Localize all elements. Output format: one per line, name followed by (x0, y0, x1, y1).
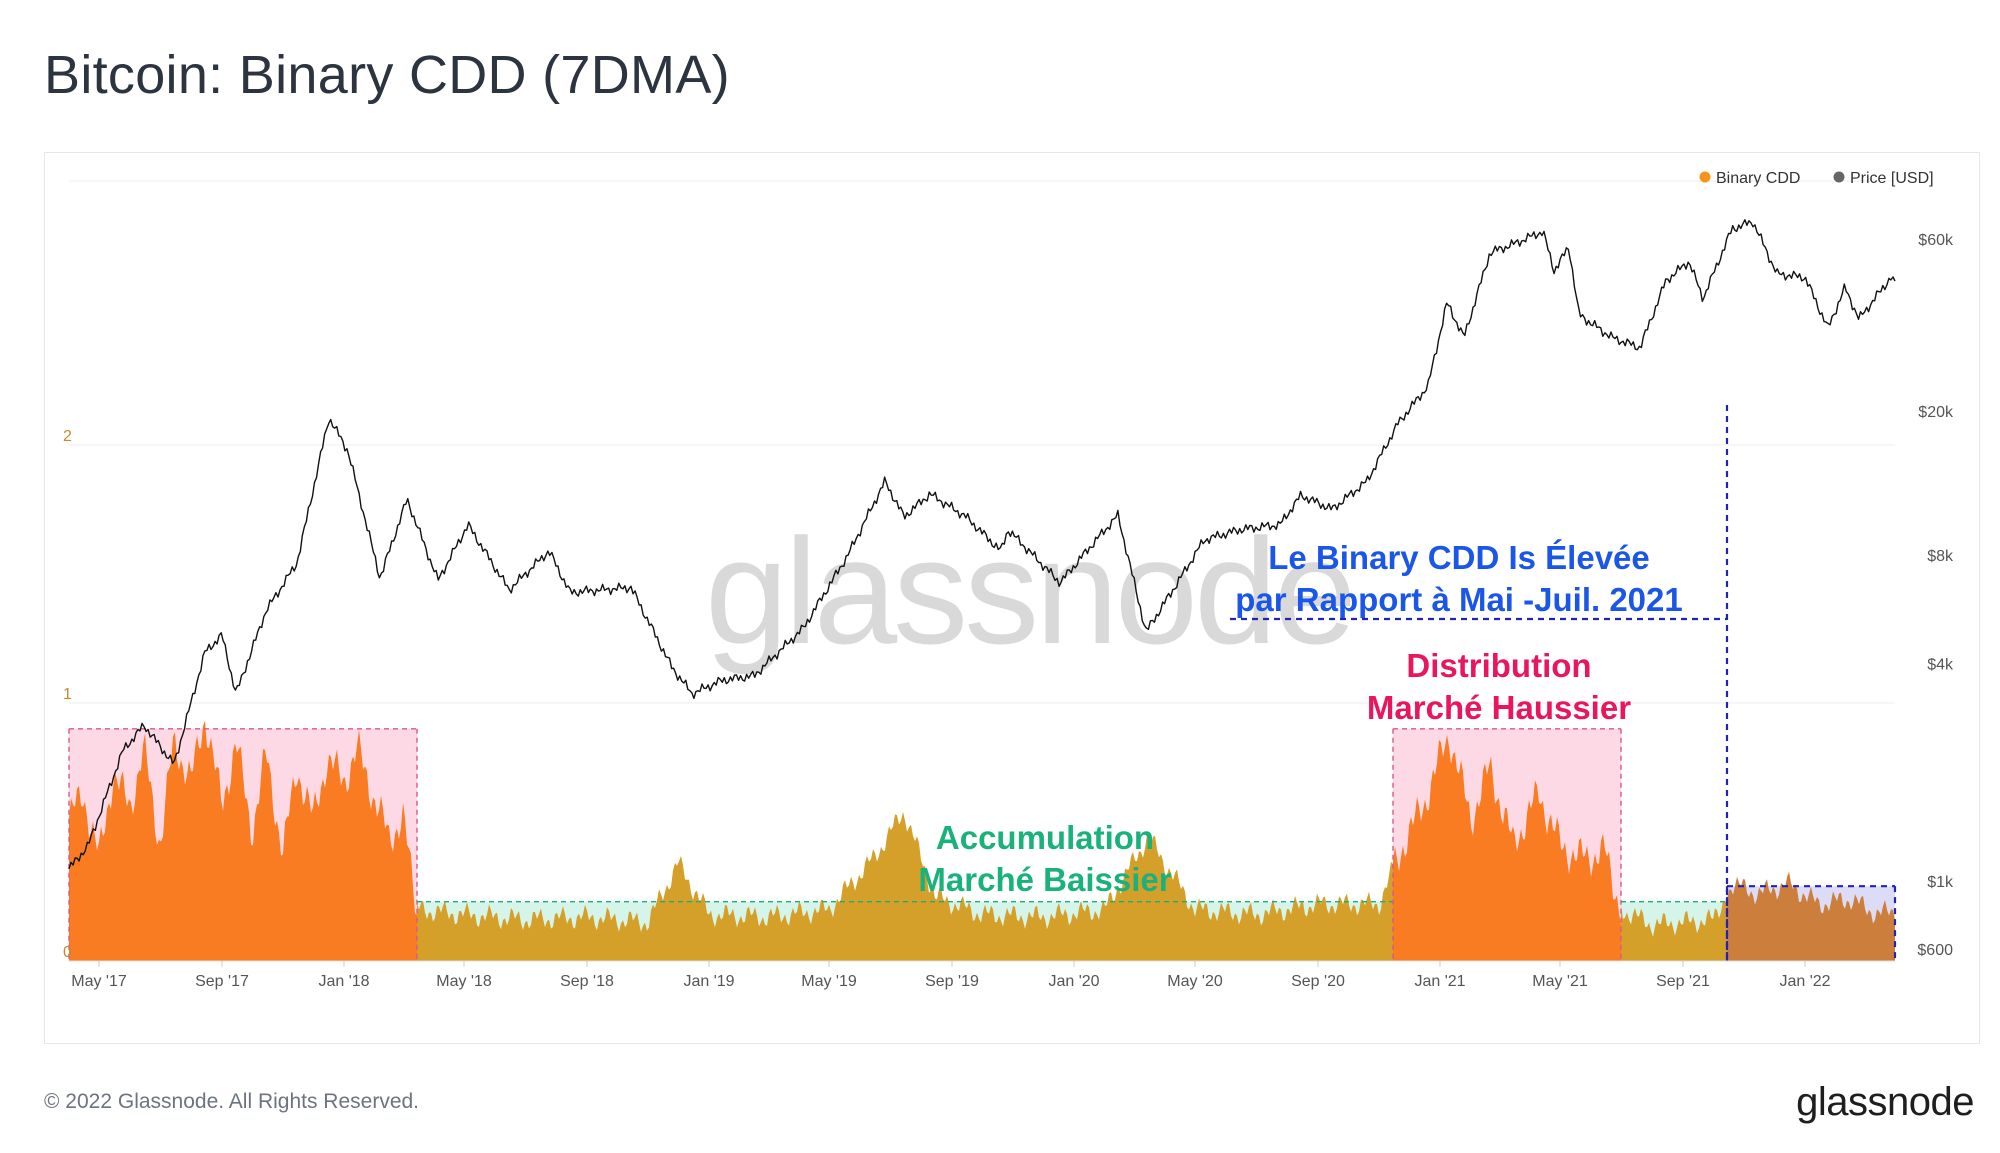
zone-borders (68, 728, 1897, 961)
annotation-text: Marché Baissier (918, 861, 1171, 898)
price-series (68, 219, 1896, 870)
binary-cdd-chart: glassnode May '17 Sep '17 Jan '18 May '18 Se… (63, 170, 1954, 990)
right-tick-label: $600 (1917, 942, 1953, 959)
binary-cdd-area-segment (1727, 871, 1895, 961)
annotation-text: Le Binary CDD Is Élevée (1268, 539, 1650, 576)
x-tick-label: Sep '20 (1291, 973, 1345, 990)
chart-frame: glassnode May '17 Sep '17 Jan '18 May '18 Se… (44, 152, 1980, 1044)
watermark: glassnode (705, 507, 1353, 675)
annotation-leader-lines (1230, 405, 1729, 961)
binary-cdd-area-segment (1621, 900, 1727, 961)
left-tick-label: 1 (63, 686, 72, 703)
right-y-axis: $600 $1k $4k $8k $20k $60k (1917, 232, 1954, 959)
legend-dot-price (1833, 171, 1845, 183)
binary-cdd-area-segment (1393, 734, 1621, 961)
x-axis: May '17 Sep '17 Jan '18 May '18 Sep '18 Jan '… (69, 960, 1895, 990)
x-tick-label: Sep '19 (925, 973, 979, 990)
legend-label-price: Price [USD] (1850, 170, 1934, 187)
x-tick-label: Jan '20 (1048, 973, 1099, 990)
left-y-axis: 0 1 2 (63, 428, 72, 961)
annotations: Accumulation Marché Baissier Distribution M… (918, 539, 1682, 898)
left-tick-label: 0 (63, 944, 72, 961)
x-tick-label: May '17 (71, 973, 127, 990)
x-tick-label: Sep '18 (560, 973, 614, 990)
x-tick-label: May '19 (801, 973, 857, 990)
copyright-text: © 2022 Glassnode. All Rights Reserved. (44, 1090, 420, 1113)
binary-cdd-area-segment (417, 811, 1393, 961)
annotation-text: Marché Haussier (1367, 689, 1631, 726)
x-tick-label: May '21 (1532, 973, 1588, 990)
price-line (68, 219, 1896, 870)
legend: Binary CDD Price [USD] (1699, 170, 1934, 187)
x-tick-label: Jan '19 (683, 973, 734, 990)
annotation-text: Accumulation (936, 819, 1154, 856)
x-tick-label: Sep '21 (1656, 973, 1710, 990)
annotation-text: Distribution (1406, 647, 1591, 684)
binary-cdd-series (69, 720, 1895, 961)
legend-dot-binary-cdd (1699, 171, 1711, 183)
x-tick-label: May '20 (1167, 973, 1223, 990)
binary-cdd-area-segment (69, 720, 417, 961)
left-tick-label: 2 (63, 428, 72, 445)
right-tick-label: $4k (1927, 657, 1954, 674)
legend-label-binary-cdd: Binary CDD (1716, 170, 1800, 187)
x-tick-label: Jan '22 (1779, 973, 1830, 990)
x-tick-label: Sep '17 (195, 973, 249, 990)
right-tick-label: $60k (1918, 232, 1954, 249)
right-tick-label: $8k (1927, 548, 1954, 565)
page-title: Bitcoin: Binary CDD (7DMA) (44, 45, 730, 105)
right-tick-label: $20k (1918, 404, 1954, 421)
annotation-text: par Rapport à Mai -Juil. 2021 (1235, 581, 1682, 618)
glassnode-logo: glassnode (1796, 1080, 1974, 1124)
x-tick-label: Jan '18 (318, 973, 369, 990)
right-tick-label: $1k (1927, 874, 1954, 891)
x-tick-label: Jan '21 (1414, 973, 1465, 990)
x-tick-label: May '18 (436, 973, 492, 990)
